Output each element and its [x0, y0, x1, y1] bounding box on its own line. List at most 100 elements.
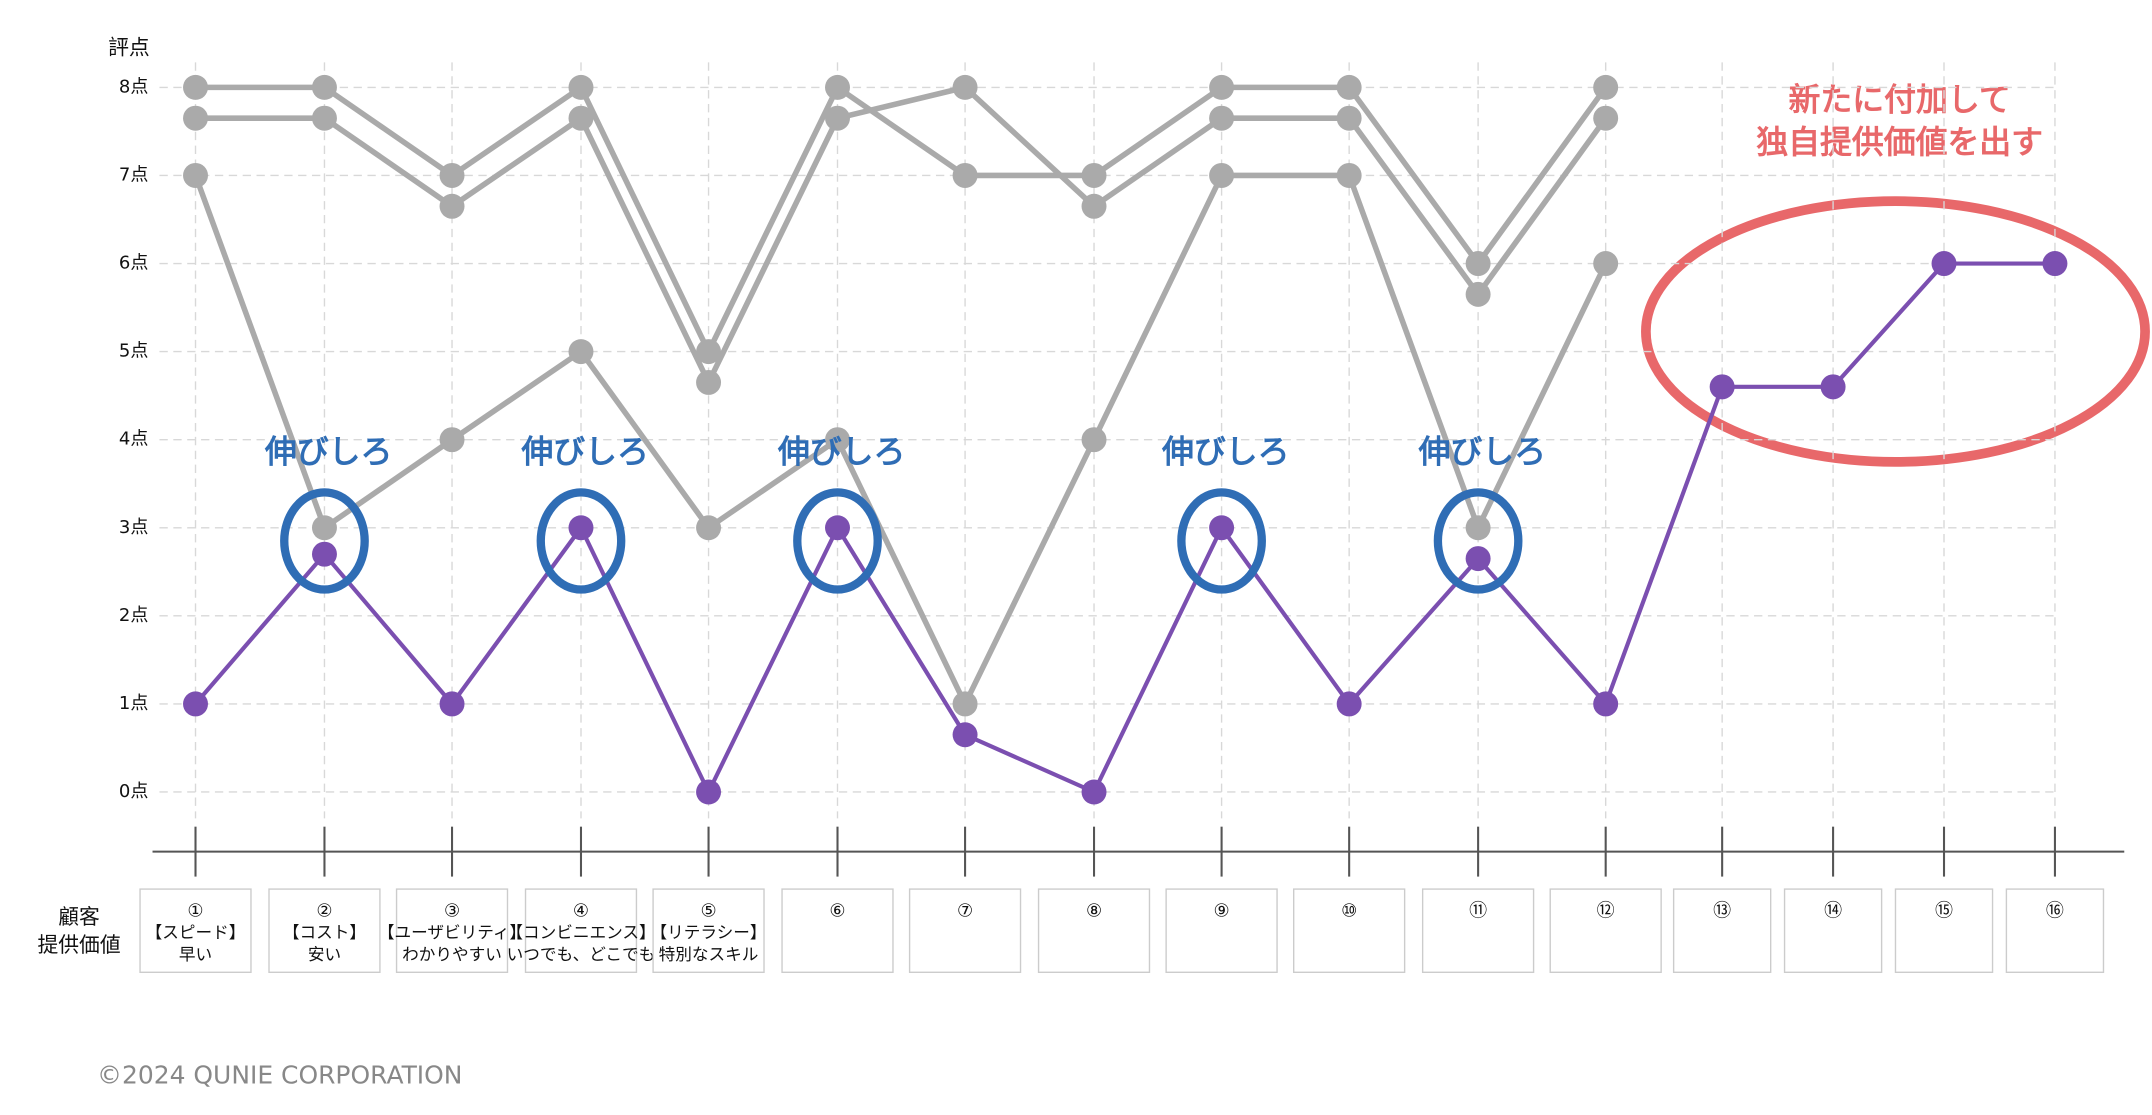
- data-point: [311, 541, 337, 567]
- x-tick-label: 【スピード】: [146, 923, 246, 942]
- category-box: [1037, 888, 1151, 973]
- footer: ©2024 QUNIE CORPORATION: [97, 1060, 462, 1089]
- data-point: [1336, 162, 1362, 188]
- y-tick-label: 3点: [119, 517, 148, 538]
- x-tick-label: ①: [187, 900, 203, 921]
- data-point: [183, 691, 208, 717]
- data-point: [825, 427, 850, 453]
- x-tick-label: 【コンビニエンス】: [506, 923, 655, 942]
- annotation: 伸びしろ: [264, 433, 392, 471]
- data-point: [825, 105, 850, 131]
- y-tick-label: 4点: [119, 429, 148, 450]
- category-box: [1783, 888, 1883, 973]
- annotation: 伸びしろ: [1418, 433, 1546, 471]
- callout-text: 独自提供価値を出す: [1756, 123, 2043, 161]
- x-tick-label: ⑨: [1214, 900, 1230, 921]
- data-point: [696, 779, 722, 805]
- x-tick-label: 【コスト】: [283, 923, 366, 942]
- data-point: [1593, 251, 1619, 277]
- data-point: [1081, 779, 1107, 805]
- x-tick-label: わかりやすい: [402, 945, 502, 964]
- category-box: [268, 888, 381, 973]
- highlight-ellipse: [280, 488, 369, 594]
- y-tick-label: 1点: [119, 693, 148, 714]
- data-point: [825, 515, 850, 541]
- category-box: [1165, 888, 1278, 973]
- data-point: [439, 162, 465, 188]
- data-point: [568, 105, 594, 131]
- y-axis-label: 評点: [108, 36, 150, 60]
- x-tick-label: 早い: [179, 945, 212, 964]
- data-point: [952, 74, 978, 100]
- x-tick-label: 安い: [308, 945, 341, 964]
- data-point: [439, 193, 465, 219]
- data-point: [952, 722, 978, 748]
- annotation: 伸びしろ: [1161, 433, 1289, 471]
- y-tick-label: 0点: [119, 781, 148, 802]
- data-point: [1209, 162, 1235, 188]
- highlight-ellipse: [1433, 488, 1523, 594]
- data-point: [568, 339, 594, 365]
- data-point: [1593, 74, 1619, 100]
- category-box: [1672, 888, 1772, 973]
- category-box: [1421, 888, 1535, 973]
- data-point: [1336, 691, 1362, 717]
- category-box: [652, 888, 765, 973]
- y-tick-label: 5点: [119, 341, 148, 362]
- annotation: 伸びしろ: [520, 433, 648, 471]
- y-tick-label: 6点: [119, 253, 148, 274]
- x-tick-label: ③: [444, 900, 460, 921]
- x-tick-label: ⑤: [700, 900, 716, 921]
- data-point: [1081, 193, 1107, 219]
- data-point: [1081, 427, 1107, 453]
- data-point: [439, 427, 465, 453]
- highlight-ellipse: [536, 488, 626, 594]
- x-tick-label: ⑬: [1713, 900, 1731, 921]
- x-tick-label: ⑩: [1341, 900, 1357, 921]
- x-tick-label: 特別なスキル: [659, 945, 759, 964]
- data-point: [1593, 691, 1619, 717]
- x-tick-label: ⑥: [829, 900, 845, 921]
- data-point: [568, 515, 594, 541]
- x-tick-label: 【ユーザビリティ】: [378, 923, 526, 942]
- x-tick-label: ⑮: [1935, 900, 1953, 921]
- data-point: [696, 515, 722, 541]
- data-point: [183, 74, 208, 100]
- data-point: [311, 105, 337, 131]
- data-point: [1209, 105, 1235, 131]
- data-point: [1465, 251, 1491, 277]
- x-tick-label: ④: [573, 900, 589, 921]
- category-box: [1894, 888, 1994, 973]
- x-tick-label: ⑦: [957, 900, 973, 921]
- row-label: 顧客: [58, 905, 100, 929]
- data-point: [1465, 546, 1491, 572]
- data-point: [183, 105, 208, 131]
- x-tick-label: ⑧: [1086, 900, 1102, 921]
- x-tick-label: ⑪: [1469, 900, 1487, 921]
- row-label: 提供価値: [37, 933, 120, 957]
- category-box: [2005, 888, 2105, 973]
- category-box: [1293, 888, 1406, 973]
- data-point: [439, 691, 465, 717]
- data-point: [1209, 515, 1235, 541]
- y-tick-label: 8点: [119, 76, 148, 97]
- callout-text: 新たに付加して: [1789, 80, 2011, 118]
- x-tick-label: ⑭: [1824, 900, 1842, 921]
- category-box: [781, 888, 894, 973]
- x-tick-label: ②: [316, 900, 332, 921]
- series-line: [195, 84, 1608, 355]
- annotation: 伸びしろ: [777, 433, 905, 471]
- x-tick-label: ⑯: [2046, 900, 2064, 921]
- series-line: [195, 84, 1608, 386]
- data-point: [311, 74, 337, 100]
- callout-ellipse: [1641, 196, 2150, 467]
- series-line: [192, 172, 1609, 707]
- category-box: [395, 888, 509, 973]
- data-point: [2042, 251, 2068, 277]
- data-point: [696, 369, 722, 395]
- series-line: [193, 261, 2055, 795]
- data-point: [1081, 162, 1107, 188]
- data-point: [952, 691, 978, 717]
- data-point: [1336, 74, 1362, 100]
